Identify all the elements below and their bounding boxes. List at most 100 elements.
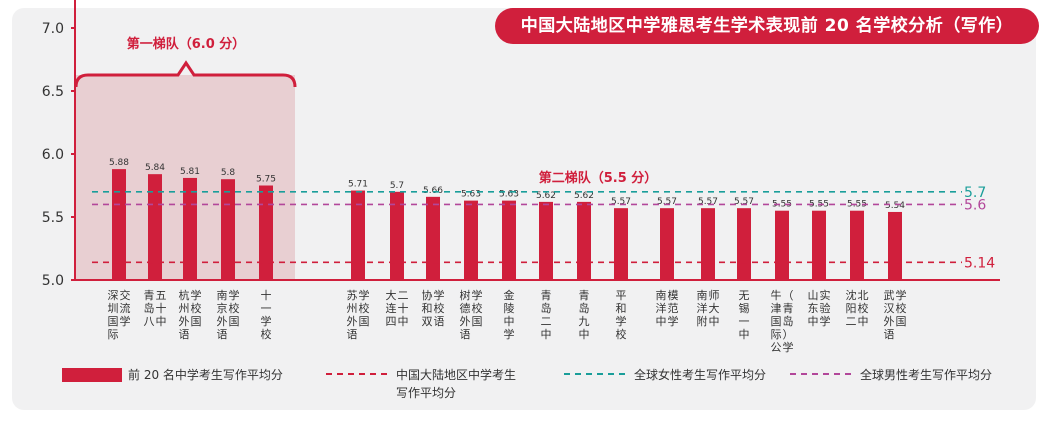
x-tick-label: 南模洋 范中学	[656, 289, 679, 328]
x-tick-char: 语	[884, 328, 895, 341]
x-tick-char: 学	[668, 314, 679, 328]
bar	[614, 208, 628, 280]
y-tick-label: 6.0	[42, 147, 64, 163]
reference-line-label: 5.14	[964, 255, 995, 271]
x-tick-char: 流	[120, 301, 131, 315]
x-tick-char: 学	[472, 288, 483, 302]
x-tick-char: 国	[229, 315, 240, 328]
x-tick-char: 国	[896, 315, 907, 328]
bar-value-label: 5.66	[423, 186, 443, 196]
legend-label-female: 全球女性考生写作平均分	[634, 368, 767, 382]
x-tick-char: 京	[217, 301, 228, 315]
tier1-bracket	[74, 60, 297, 88]
x-tick-char: 国	[108, 315, 119, 328]
x-tick-char: 中	[156, 315, 167, 328]
x-tick-char: 校	[359, 301, 370, 315]
x-tick-char: 校	[896, 301, 907, 315]
x-tick-char: 校	[191, 301, 202, 315]
x-tick-char: 苏	[347, 289, 358, 302]
bar-value-label: 5.57	[698, 197, 718, 207]
x-tick-char: 平	[616, 289, 627, 302]
x-tick-char: 圳	[108, 302, 119, 315]
x-tick-char: 一	[261, 302, 272, 315]
x-tick-char: 校	[434, 301, 445, 315]
bar-value-label: 5.81	[180, 167, 200, 177]
bar	[737, 208, 751, 280]
legend-swatch-male	[790, 373, 854, 375]
x-tick-char: 外	[884, 315, 895, 328]
chart-title: 中国大陆地区中学雅思考生学术表现前 20 名学校分析（写作）	[495, 8, 1039, 44]
x-tick-char: 大	[386, 288, 397, 302]
x-tick-char: 校	[616, 327, 627, 341]
x-tick-char: 二	[541, 315, 552, 328]
x-tick-char: 中	[858, 315, 869, 328]
bar-value-label: 5.75	[256, 175, 276, 185]
x-tick-char: 附	[697, 314, 708, 328]
x-tick-char: ）	[783, 328, 794, 341]
x-tick-char: 八	[144, 315, 155, 328]
x-tick-char: 校	[858, 301, 869, 315]
x-tick-char: 语	[347, 328, 358, 341]
x-tick-char: 学	[434, 288, 445, 302]
x-tick-char: 语	[460, 328, 471, 341]
x-tick-char: 中	[739, 328, 750, 341]
bar-value-label: 5.63	[499, 190, 519, 200]
x-tick-char: 十	[156, 301, 167, 315]
x-tick-char: 中	[504, 315, 515, 328]
x-tick-char: 青	[144, 289, 155, 302]
x-tick-char: 岛	[144, 301, 155, 315]
x-tick-char: 州	[347, 302, 358, 315]
x-tick-label: 武学汉 校外 国语	[884, 288, 907, 341]
bar	[259, 185, 273, 280]
bar	[183, 177, 197, 280]
x-tick-char: 学	[261, 314, 272, 328]
x-tick-char: 交	[120, 288, 131, 302]
x-tick-char: 外	[179, 315, 190, 328]
bar-value-label: 5.57	[611, 197, 631, 207]
x-tick-char: 际	[108, 328, 119, 341]
x-tick-char: 北	[858, 289, 869, 302]
x-tick-char: 学	[504, 327, 515, 341]
y-tick-label: 5.0	[42, 273, 64, 289]
x-tick-char: 语	[217, 328, 228, 341]
bar	[426, 196, 440, 280]
bar-value-label: 5.71	[348, 180, 368, 190]
x-tick-char: （	[783, 289, 794, 302]
legend-label-male: 全球男性考生写作平均分	[860, 368, 993, 382]
x-tick-char: 德	[460, 301, 471, 315]
x-tick-char: 校	[472, 301, 483, 315]
x-tick-label: 牛（津 青国 岛际 ）公学	[771, 288, 794, 354]
x-tick-label: 树学德 校外 国语	[460, 288, 483, 341]
bar	[464, 200, 478, 280]
bar-value-label: 5.88	[109, 158, 129, 168]
x-tick-char: 锡	[739, 301, 750, 315]
x-tick-char: 二	[846, 315, 857, 328]
x-tick-char: 五	[156, 289, 167, 302]
x-tick-char: 校	[261, 327, 272, 341]
x-tick-label: 南学京 校外 国语	[217, 288, 240, 341]
x-tick-char: 岛	[783, 314, 794, 328]
x-tick-char: 阳	[846, 302, 857, 315]
x-tick-char: 州	[179, 302, 190, 315]
bar-value-label: 5.57	[657, 197, 677, 207]
x-tick-char: 陵	[504, 302, 515, 315]
legend-label-mainland-1: 中国大陆地区中学考生	[396, 368, 517, 382]
x-tick-char: 深	[108, 289, 119, 302]
x-tick-char: 中	[541, 328, 552, 341]
bar-value-label: 5.7	[390, 181, 404, 191]
y-tick-label: 6.5	[42, 84, 64, 100]
x-tick-char: 金	[504, 288, 515, 302]
bar	[148, 174, 162, 280]
x-tick-char: 模	[668, 289, 679, 302]
bar	[577, 201, 591, 280]
x-tick-char: 中	[398, 315, 409, 328]
bar	[502, 200, 516, 280]
x-tick-char: 杭	[179, 288, 190, 302]
x-tick-char: 学	[616, 314, 627, 328]
x-tick-char: 汉	[884, 302, 895, 315]
x-tick-char: 外	[347, 315, 358, 328]
x-tick-char: 双	[422, 315, 433, 328]
x-tick-label: 苏学州 校外 国语	[347, 288, 370, 341]
